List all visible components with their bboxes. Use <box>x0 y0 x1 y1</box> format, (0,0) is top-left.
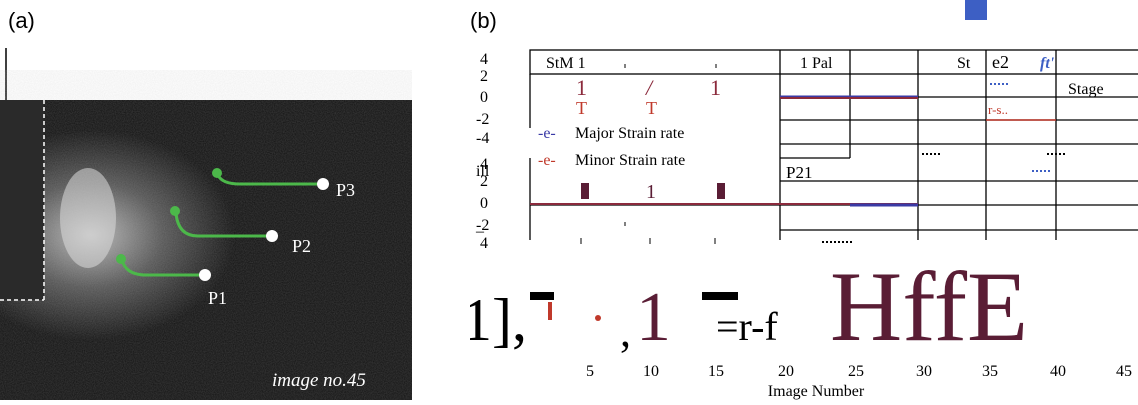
x-tick: 30 <box>916 363 932 380</box>
x-tick: 15 <box>708 363 724 380</box>
glyph: ill <box>476 163 490 180</box>
image-caption: image no.45 <box>272 370 366 391</box>
glyph: – <box>475 223 485 240</box>
y-tick: 4 <box>480 156 488 173</box>
y-tick: -2 <box>476 111 489 128</box>
x-tick: 35 <box>982 363 998 380</box>
panel-a-label: (a) <box>8 8 35 33</box>
garbled-big: 1], <box>470 287 527 353</box>
table-label: 1 Pal <box>800 55 833 72</box>
blue-marker <box>965 0 987 20</box>
y-tick: 4 <box>480 51 488 68</box>
x-tick: 5 <box>586 363 594 380</box>
glyph: r-s.. <box>988 102 1008 117</box>
y-tick: 0 <box>480 89 488 106</box>
glyph: T <box>576 98 587 118</box>
glyph: / <box>644 75 654 100</box>
x-tick: 25 <box>848 363 864 380</box>
glyph: T <box>646 98 657 118</box>
garbled-big: =r-f <box>716 304 778 349</box>
x-tick: 20 <box>778 363 794 380</box>
y-tick: 0 <box>480 195 488 212</box>
y-tick: 2 <box>480 68 488 85</box>
garbled-big: 1 <box>636 279 671 356</box>
x-tick: 45 <box>1116 363 1132 380</box>
y-tick: -4 <box>476 130 489 147</box>
table-label: e2 <box>992 52 1009 72</box>
legend-symbol-major: -e- <box>538 125 556 142</box>
strain-chart: 4 2 0 -2 -4 4 2 0 -2 4 StM 1 1 Pal St e2… <box>470 49 1138 400</box>
point-label-p3: P3 <box>336 180 356 200</box>
y-tick: 4 <box>480 235 488 252</box>
y-tick: 2 <box>480 173 488 190</box>
panel-b-label: (b) <box>470 8 497 33</box>
x-tick: 40 <box>1050 363 1066 380</box>
point-label-p2: P2 <box>292 236 312 256</box>
legend-text-major: Major Strain rate <box>575 125 684 142</box>
y-tick: -2 <box>476 217 489 234</box>
micrograph-image <box>0 48 412 400</box>
garbled-huge: HffE <box>830 251 1028 362</box>
glyph: 1 <box>646 181 656 203</box>
legend-text-minor: Minor Strain rate <box>575 152 685 169</box>
table-label: ft' <box>1040 55 1055 72</box>
glyph: 1 <box>710 75 721 100</box>
x-tick: 10 <box>643 363 659 380</box>
glyph: 1 <box>576 75 587 100</box>
point-label-p1: P1 <box>208 288 228 308</box>
table-label: St <box>957 55 971 72</box>
x-axis-label: Image Number <box>768 383 865 400</box>
garbled-comma: , <box>620 307 631 356</box>
table-label: Stage <box>1068 81 1104 98</box>
table-label: StM 1 <box>546 55 586 72</box>
legend-symbol-minor: -e- <box>538 152 556 169</box>
table-label: P21 <box>786 163 812 182</box>
